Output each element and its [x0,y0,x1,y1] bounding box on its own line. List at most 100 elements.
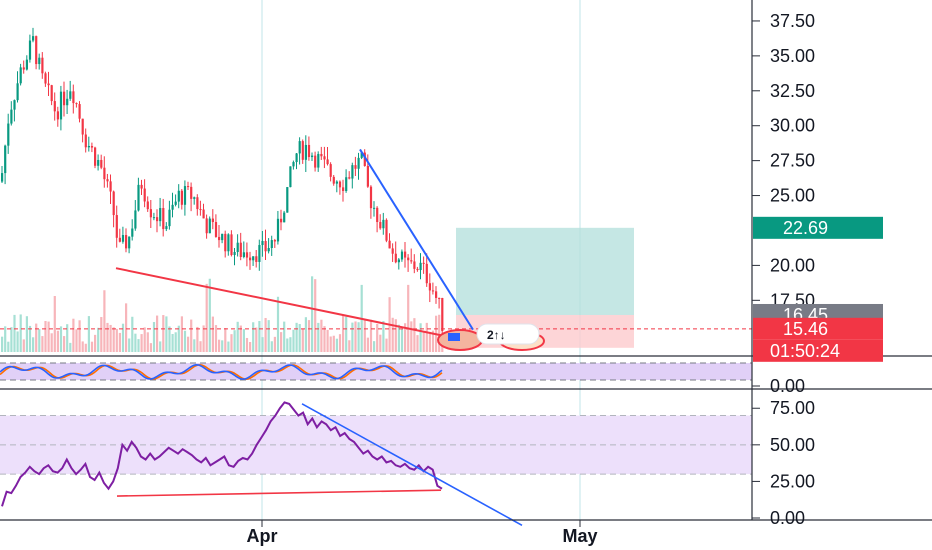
volume-bar-133 [413,318,416,352]
candle-body-49 [152,217,156,219]
price-tick-5: 25.00 [770,186,815,206]
volume-bar-106 [329,336,332,352]
volume-bar-50 [156,315,159,352]
candle-body-65 [202,209,205,219]
candle-body-81 [252,256,255,261]
price-trendline-1 [359,148,474,331]
candle-body-2 [7,123,10,146]
candle-body-74 [230,234,233,256]
candle-body-101 [314,155,317,168]
volume-bar-12 [38,329,41,352]
candle-body-72 [224,233,227,252]
volume-bar-89 [276,296,280,352]
candle-body-92 [286,187,289,213]
volume-bar-86 [267,320,270,352]
candle-body-10 [32,36,35,41]
candle-body-37 [115,215,118,238]
volume-bar-97 [301,328,304,352]
candle-body-28 [87,145,90,148]
price-trendline-0 [115,267,442,337]
candle-body-102 [317,153,320,168]
candle-body-93 [289,166,292,188]
volume-bar-112 [348,340,351,352]
candle-body-87 [270,240,273,249]
volume-bar-32 [100,317,103,352]
volume-bar-135 [419,323,422,352]
volume-bar-40 [125,303,128,352]
candle-body-46 [143,188,146,202]
volume-bar-141 [438,314,441,352]
candle-body-132 [410,260,413,262]
volume-bar-118 [366,337,369,352]
volume-bar-11 [35,323,38,352]
candle-body-14 [44,73,47,84]
candle-body-27 [84,134,87,148]
candle-body-69 [214,222,218,237]
candle-body-36 [112,191,115,216]
candle-body-89 [276,218,280,242]
volume-bar-137 [425,322,428,352]
volume-bar-68 [211,316,214,352]
candle-body-20 [63,91,66,106]
rsi-tick-3: 0.00 [770,508,805,528]
candle-body-34 [106,179,109,182]
price-tick-4: 27.50 [770,151,815,171]
rsi-trendlines[interactable] [116,403,523,527]
candle-body-29 [90,145,94,148]
volume-bar-16 [50,333,53,352]
volume-bar-84 [261,337,264,352]
candle-body-137 [425,263,428,284]
candle-body-126 [391,248,394,254]
volume-bar-87 [270,341,273,352]
candle-body-17 [53,101,56,112]
volume-bar-71 [221,340,224,352]
volume-bar-114 [354,321,357,352]
candle-body-100 [311,155,314,158]
price-tick-1: 35.00 [770,46,815,66]
volume-bar-103 [320,319,323,352]
candle-body-95 [295,153,298,163]
position-target-zone[interactable] [456,227,634,315]
price-tag-text-0: 22.69 [783,218,828,238]
candle-body-108 [335,181,338,184]
volume-bar-22 [69,342,72,352]
candle-body-113 [351,165,354,179]
candle-body-124 [385,219,388,241]
candle-body-122 [379,222,382,229]
candle-body-115 [357,157,360,169]
candle-body-35 [109,181,112,192]
volume-bar-98 [304,317,307,352]
volume-bar-134 [416,335,419,352]
candle-body-140 [435,291,438,298]
candle-body-78 [242,252,245,257]
rsi-trendline-1 [301,403,523,527]
candle-body-12 [38,57,41,65]
volume-bar-14 [44,321,47,352]
trade-badge[interactable]: 2↑↓ [437,323,545,351]
badge-flag-field [448,333,460,341]
volume-bar-37 [115,328,118,352]
candle-body-76 [236,242,239,252]
candle-body-120 [373,207,376,209]
stochastic-pane [0,362,752,381]
volume-bar-75 [233,330,236,352]
candle-body-83 [258,245,261,262]
time-axis[interactable]: Apr May [247,520,598,546]
candle-body-70 [218,236,221,241]
rsi-axis[interactable]: 75.00 50.00 25.00 0.00 [752,398,815,528]
volume-bar-4 [13,314,16,352]
candle-body-106 [329,164,332,177]
candle-body-11 [35,36,38,65]
candle-body-50 [156,217,159,222]
price-trendlines[interactable] [115,148,474,337]
candle-body-51 [159,208,162,222]
candle-body-8 [25,59,28,70]
volume-bar-5 [16,331,19,352]
volume-bar-110 [342,315,345,352]
volume-bar-52 [162,315,165,352]
candle-body-54 [168,209,171,227]
candle-body-42 [131,228,134,237]
candle-body-110 [342,187,345,192]
